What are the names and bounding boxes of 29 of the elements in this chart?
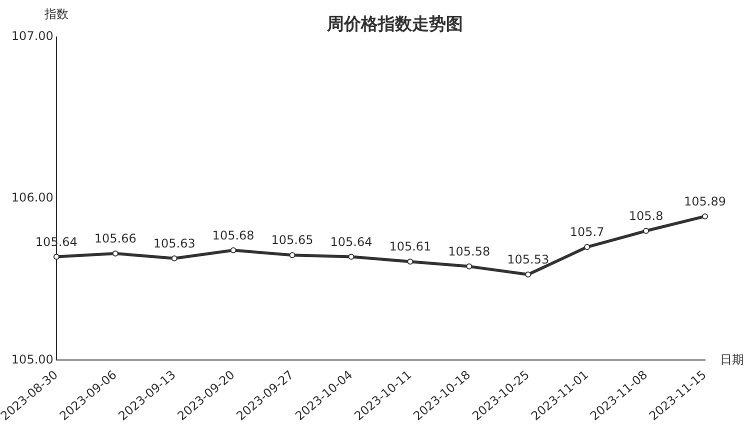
point [466, 263, 472, 270]
y-axis-title: 指数 [43, 7, 68, 22]
x-axis-title: 日期 [720, 352, 744, 366]
y-tick-label: 107.00 [11, 29, 54, 44]
data-label: 105.8 [628, 209, 664, 224]
data-label: 105.58 [448, 244, 490, 259]
data-label: 105.53 [507, 252, 550, 267]
point [289, 252, 296, 258]
point [53, 254, 60, 260]
data-label: 105.61 [389, 240, 432, 254]
point [584, 244, 590, 250]
data-label: 105.64 [330, 234, 372, 249]
data-label: 105.63 [153, 236, 196, 250]
data-label: 105.66 [94, 232, 136, 246]
point [112, 250, 118, 257]
point [230, 247, 236, 254]
y-tick-label: 106.00 [11, 190, 54, 205]
point [348, 254, 354, 260]
point [702, 213, 708, 220]
data-label: 105.89 [684, 194, 726, 208]
data-label: 105.65 [271, 233, 314, 248]
point [643, 228, 650, 234]
chart-title: 周价格指数走势图 [326, 14, 463, 34]
data-label: 105.7 [570, 225, 604, 240]
point [525, 272, 532, 278]
data-label: 105.68 [212, 228, 254, 242]
point [407, 258, 414, 265]
point [171, 255, 178, 262]
y-tick-label: 105.00 [11, 352, 54, 366]
